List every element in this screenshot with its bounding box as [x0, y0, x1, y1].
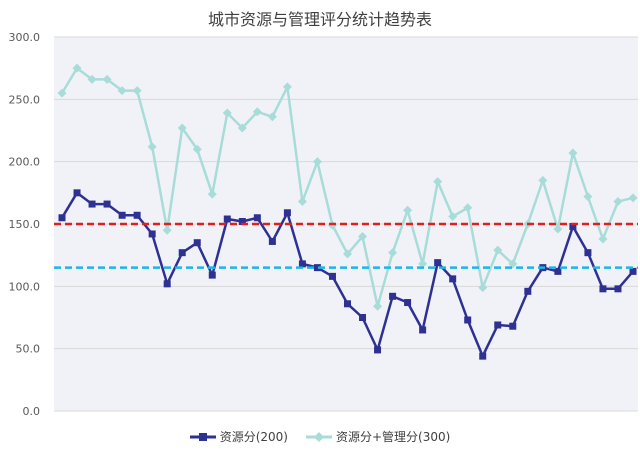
- y-tick-label: 100.0: [9, 280, 41, 293]
- data-point: [403, 205, 413, 215]
- data-point: [463, 203, 473, 213]
- data-point: [313, 264, 321, 272]
- y-tick-label: 200.0: [9, 156, 41, 169]
- data-point: [268, 237, 276, 245]
- data-point: [568, 148, 578, 158]
- data-point: [358, 231, 368, 241]
- data-point: [508, 259, 518, 269]
- data-point: [102, 74, 112, 84]
- data-point: [163, 280, 171, 288]
- data-point: [493, 245, 503, 255]
- data-point: [283, 209, 291, 217]
- legend-swatch-total: [305, 431, 332, 442]
- data-point: [418, 259, 428, 269]
- data-point: [103, 200, 111, 208]
- data-point: [373, 301, 383, 311]
- data-point: [328, 272, 336, 280]
- data-point: [88, 200, 96, 208]
- data-point: [448, 212, 458, 222]
- data-point: [583, 192, 593, 202]
- data-point: [207, 189, 217, 199]
- legend-label-resource: 资源分(200): [219, 430, 288, 444]
- data-point: [297, 197, 307, 207]
- y-tick-label: 50.0: [16, 343, 41, 356]
- data-point: [192, 144, 202, 154]
- data-point: [434, 259, 442, 267]
- data-point: [344, 300, 351, 308]
- data-point: [343, 249, 352, 259]
- data-point: [73, 189, 81, 197]
- data-point: [57, 88, 67, 98]
- data-point: [132, 86, 142, 96]
- data-point: [193, 239, 201, 247]
- data-point: [223, 215, 231, 223]
- data-point: [509, 322, 517, 330]
- data-point: [148, 230, 156, 238]
- data-point: [598, 234, 608, 244]
- data-point: [133, 211, 141, 219]
- data-point: [237, 123, 247, 133]
- data-point: [584, 249, 592, 257]
- data-point: [554, 267, 562, 275]
- chart-title: 城市资源与管理评分统计趋势表: [207, 10, 432, 29]
- y-tick-label: 0.0: [23, 405, 41, 418]
- data-point: [389, 292, 397, 300]
- data-point: [553, 224, 563, 234]
- data-point: [628, 193, 638, 203]
- data-point: [253, 214, 261, 222]
- legend-item-total[interactable]: 资源分+管理分(300): [305, 428, 451, 445]
- legend-item-resource[interactable]: 资源分(200): [189, 428, 288, 445]
- y-tick-label: 300.0: [9, 31, 41, 44]
- data-point: [614, 285, 622, 293]
- data-point: [629, 267, 637, 275]
- data-point: [494, 321, 502, 329]
- data-point: [359, 314, 367, 321]
- data-point: [267, 112, 277, 122]
- data-point: [419, 326, 427, 334]
- data-point: [312, 157, 322, 167]
- data-point: [479, 352, 487, 360]
- y-tick-label: 150.0: [9, 218, 41, 231]
- data-point: [569, 222, 577, 230]
- data-point: [58, 214, 66, 222]
- data-point: [252, 107, 262, 117]
- data-point: [117, 86, 127, 96]
- legend: 资源分(200) 资源分+管理分(300): [0, 428, 640, 445]
- data-point: [374, 346, 382, 354]
- data-point: [178, 249, 186, 257]
- data-point: [162, 225, 172, 235]
- data-point: [478, 283, 488, 293]
- data-point: [613, 197, 623, 207]
- data-point: [208, 271, 216, 279]
- legend-swatch-resource: [189, 432, 216, 441]
- data-point: [177, 123, 187, 133]
- data-point: [238, 218, 246, 226]
- data-point: [433, 177, 443, 187]
- data-point: [298, 260, 306, 268]
- y-tick-label: 250.0: [9, 93, 41, 106]
- data-point: [538, 175, 548, 185]
- data-point: [524, 287, 532, 295]
- data-point: [87, 74, 97, 84]
- data-point: [118, 211, 126, 219]
- data-point: [599, 285, 607, 293]
- data-point: [222, 108, 232, 118]
- data-point: [464, 316, 472, 324]
- data-point: [449, 275, 457, 283]
- data-point: [404, 299, 412, 307]
- data-point: [388, 248, 398, 258]
- data-point: [147, 142, 157, 152]
- data-point: [72, 63, 82, 73]
- legend-label-total: 资源分+管理分(300): [335, 430, 451, 444]
- data-point: [282, 82, 292, 92]
